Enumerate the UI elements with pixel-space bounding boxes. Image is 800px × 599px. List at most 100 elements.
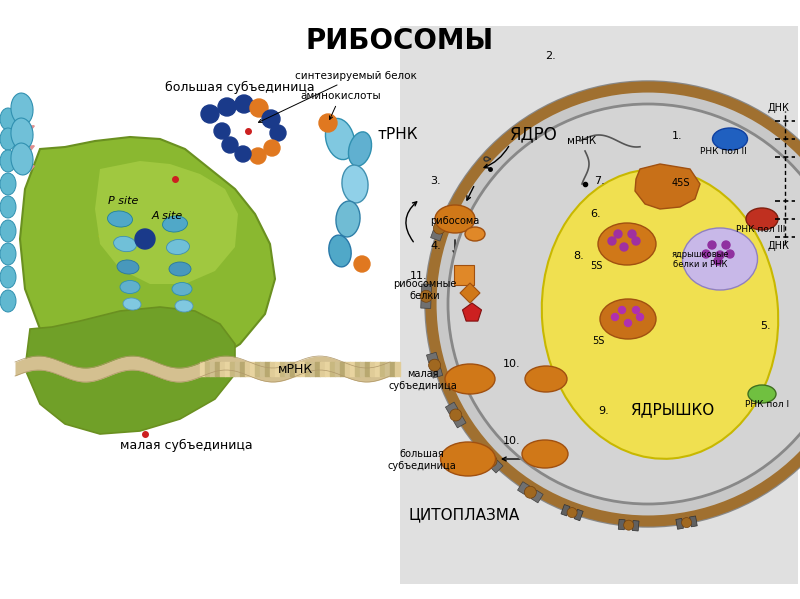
Circle shape: [235, 95, 253, 113]
Ellipse shape: [0, 290, 16, 312]
Ellipse shape: [746, 208, 778, 230]
Ellipse shape: [748, 385, 776, 403]
Polygon shape: [460, 283, 480, 303]
Text: РНК пол I: РНК пол I: [745, 400, 789, 409]
Bar: [561, 504, 570, 516]
Text: большая субъединица: большая субъединица: [165, 81, 314, 94]
Circle shape: [608, 237, 616, 245]
Ellipse shape: [107, 211, 133, 227]
Text: рибосомные
белки: рибосомные белки: [394, 279, 457, 301]
Bar: [446, 402, 458, 414]
Text: 3.: 3.: [430, 176, 441, 186]
Circle shape: [250, 148, 266, 164]
Circle shape: [708, 241, 716, 249]
Text: 8.: 8.: [573, 251, 584, 261]
Text: 1.: 1.: [672, 131, 682, 141]
Text: 11.: 11.: [410, 271, 428, 281]
Ellipse shape: [0, 220, 16, 242]
Circle shape: [620, 243, 628, 251]
Ellipse shape: [114, 237, 136, 252]
Circle shape: [135, 229, 155, 249]
Circle shape: [235, 146, 251, 162]
Circle shape: [218, 98, 236, 116]
Ellipse shape: [600, 299, 656, 339]
Bar: [436, 215, 448, 226]
Circle shape: [485, 455, 497, 467]
Ellipse shape: [0, 128, 16, 150]
Ellipse shape: [522, 440, 568, 468]
Ellipse shape: [326, 119, 354, 159]
Circle shape: [250, 99, 268, 117]
Text: P site: P site: [108, 196, 138, 206]
Text: 9.: 9.: [598, 406, 609, 416]
Ellipse shape: [329, 235, 351, 267]
Ellipse shape: [123, 298, 141, 310]
Text: 4.: 4.: [430, 241, 441, 251]
Circle shape: [633, 307, 639, 313]
Text: 10.: 10.: [503, 359, 521, 369]
Text: 6.: 6.: [590, 209, 601, 219]
Circle shape: [714, 257, 722, 265]
Ellipse shape: [445, 364, 495, 394]
Ellipse shape: [435, 205, 475, 233]
Bar: [426, 352, 438, 363]
Circle shape: [722, 241, 730, 249]
Ellipse shape: [166, 240, 190, 255]
Bar: [676, 518, 683, 530]
Bar: [574, 509, 583, 521]
Text: ДНК: ДНК: [768, 241, 790, 251]
Ellipse shape: [0, 243, 16, 265]
Ellipse shape: [169, 262, 191, 276]
Ellipse shape: [120, 280, 140, 294]
Text: ЯДРЫШКО: ЯДРЫШКО: [630, 402, 714, 417]
Polygon shape: [95, 161, 238, 284]
Circle shape: [618, 307, 626, 313]
Circle shape: [726, 250, 734, 258]
Text: 45S: 45S: [672, 178, 690, 188]
Text: 5S: 5S: [592, 336, 604, 346]
Circle shape: [682, 518, 691, 528]
FancyBboxPatch shape: [454, 265, 474, 285]
Ellipse shape: [542, 169, 778, 459]
Ellipse shape: [441, 442, 495, 476]
Bar: [690, 516, 698, 527]
Text: РИБОСОМЫ: РИБОСОМЫ: [306, 27, 494, 55]
FancyBboxPatch shape: [400, 26, 798, 584]
Circle shape: [270, 125, 286, 141]
Ellipse shape: [598, 223, 656, 265]
Bar: [479, 449, 492, 462]
Bar: [422, 284, 431, 292]
Circle shape: [624, 520, 634, 530]
Ellipse shape: [0, 150, 16, 172]
Ellipse shape: [117, 260, 139, 274]
Ellipse shape: [0, 173, 16, 195]
Circle shape: [420, 291, 432, 302]
Text: A site: A site: [152, 211, 183, 221]
Circle shape: [434, 222, 446, 234]
Text: 2.: 2.: [545, 51, 556, 61]
Text: РНК пол III: РНК пол III: [736, 225, 786, 234]
Circle shape: [264, 140, 280, 156]
Ellipse shape: [0, 196, 16, 218]
Bar: [430, 230, 442, 241]
Ellipse shape: [11, 118, 33, 150]
Ellipse shape: [11, 143, 33, 175]
Ellipse shape: [0, 266, 16, 288]
Bar: [518, 482, 530, 494]
Polygon shape: [25, 307, 235, 434]
Circle shape: [222, 137, 238, 153]
Text: ядрышковые
белки и РНК: ядрышковые белки и РНК: [671, 250, 729, 269]
Circle shape: [632, 237, 640, 245]
Bar: [618, 519, 625, 530]
Polygon shape: [20, 137, 275, 379]
Circle shape: [319, 114, 337, 132]
Ellipse shape: [175, 300, 193, 312]
Circle shape: [524, 486, 536, 498]
Text: малая
субъединица: малая субъединица: [389, 370, 458, 391]
Bar: [632, 521, 639, 531]
Text: синтезируемый белок: синтезируемый белок: [258, 71, 417, 122]
Text: мРНК: мРНК: [567, 136, 596, 146]
Text: 7.: 7.: [594, 176, 605, 186]
Text: аминокислоты: аминокислоты: [300, 91, 381, 119]
Ellipse shape: [162, 216, 187, 232]
